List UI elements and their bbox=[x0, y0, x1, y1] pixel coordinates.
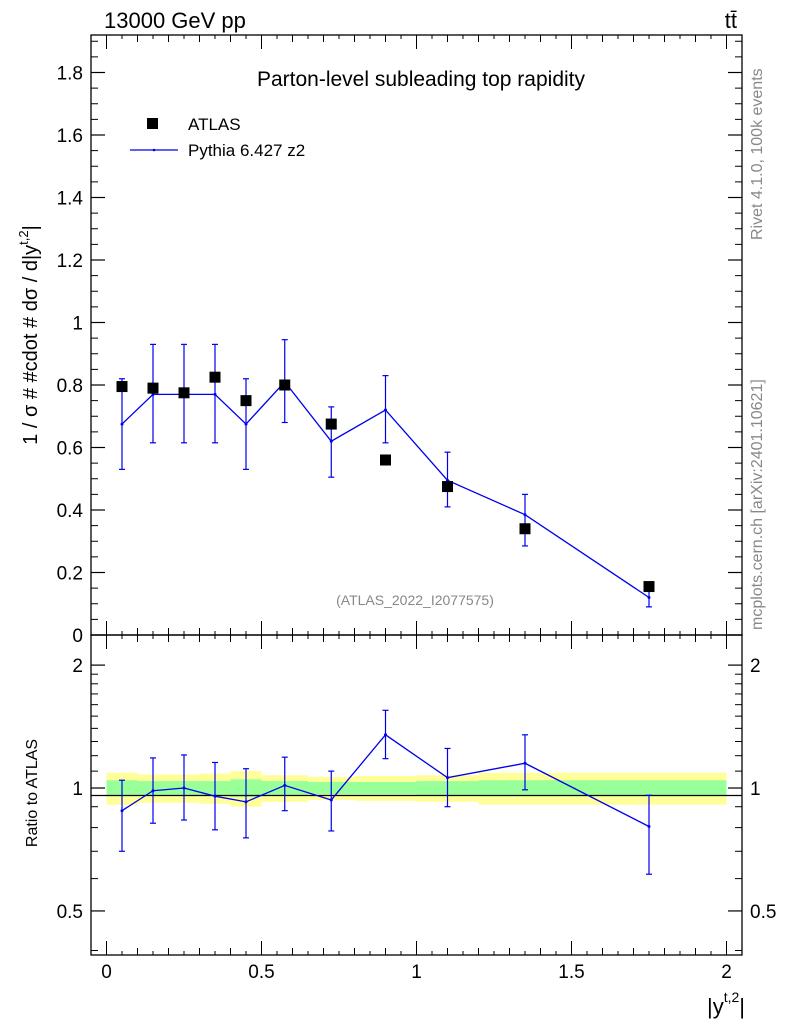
atlas-data-point bbox=[325, 418, 337, 430]
pythia-point bbox=[523, 513, 527, 517]
legend-pythia-label: Pythia 6.427 z2 bbox=[188, 141, 305, 160]
main-y-tick-label: 0.6 bbox=[57, 439, 83, 460]
ratio-y-tick-label-right: 0.5 bbox=[750, 902, 776, 923]
atlas-data-point bbox=[519, 523, 531, 535]
main-y-tick-label: 1 bbox=[72, 314, 83, 335]
legend-pythia-marker bbox=[152, 148, 156, 152]
main-y-tick-label: 1.4 bbox=[57, 189, 84, 210]
atlas-data-point bbox=[442, 481, 453, 493]
legend-atlas-label: ATLAS bbox=[188, 115, 241, 134]
process-label: tt̄ bbox=[725, 8, 737, 33]
x-tick-label: 0.5 bbox=[248, 962, 274, 983]
ratio-frame bbox=[90, 634, 743, 956]
x-tick-label: 0 bbox=[101, 962, 112, 983]
x-axis-label: |yt,2| bbox=[707, 989, 745, 1019]
ratio-pythia-point bbox=[647, 824, 651, 828]
ratio-y-tick-label-right: 2 bbox=[750, 656, 761, 677]
main-y-tick-label: 1.2 bbox=[57, 251, 83, 272]
atlas-data-point bbox=[178, 387, 190, 399]
ratio-band-inner bbox=[571, 780, 727, 797]
x-tick-label: 2 bbox=[721, 962, 732, 983]
ratio-pythia-point bbox=[151, 789, 155, 793]
pythia-point bbox=[120, 422, 124, 426]
atlas-data-point bbox=[116, 381, 128, 393]
ratio-band-inner bbox=[354, 781, 417, 795]
atlas-data-point bbox=[240, 395, 252, 407]
atlas-data-point bbox=[209, 371, 221, 383]
main-y-tick-label: 0.4 bbox=[57, 501, 84, 522]
main-y-tick-label: 0.8 bbox=[57, 376, 83, 397]
ratio-y-tick-label-right: 1 bbox=[750, 779, 761, 800]
atlas-data-point bbox=[279, 379, 291, 391]
ratio-pythia-point bbox=[244, 800, 248, 804]
ratio-pythia-point bbox=[523, 761, 527, 765]
mcplots-label: mcplots.cern.ch [arXiv:2401.10621] bbox=[749, 379, 766, 630]
ratio-pythia-point bbox=[182, 786, 186, 790]
ratio-pythia-point bbox=[446, 776, 449, 780]
main-panel: Parton-level subleading top rapidity 1 /… bbox=[16, 34, 743, 647]
analysis-id-label: (ATLAS_2022_I2077575) bbox=[336, 592, 494, 608]
rivet-version-label: Rivet 4.1.0, 100k events bbox=[749, 68, 766, 240]
ratio-y-axis-label: Ratio to ATLAS bbox=[24, 739, 41, 847]
main-y-tick-label: 1.6 bbox=[57, 126, 83, 147]
pythia-point bbox=[244, 422, 248, 426]
pythia-point bbox=[647, 596, 651, 599]
ratio-y-tick-label: 1 bbox=[72, 779, 83, 800]
main-y-tick-label: 1.8 bbox=[57, 64, 83, 85]
x-tick-label: 1 bbox=[411, 962, 422, 983]
legend-atlas-marker bbox=[147, 118, 158, 129]
atlas-data-point bbox=[147, 382, 159, 394]
chart-title: Parton-level subleading top rapidity bbox=[257, 68, 586, 91]
ratio-pythia-point bbox=[384, 733, 387, 737]
legend: ATLAS Pythia 6.427 z2 bbox=[130, 115, 305, 160]
main-y-axis-label: 1 / σ # #cdot # dσ / d|yt,2| bbox=[16, 225, 42, 445]
pythia-point bbox=[213, 392, 217, 396]
ratio-y-tick-label: 0.5 bbox=[57, 902, 83, 923]
main-y-tick-label: 0 bbox=[72, 626, 83, 647]
pythia-point bbox=[329, 439, 333, 443]
atlas-data-point bbox=[643, 581, 655, 593]
ratio-pythia-point bbox=[283, 783, 287, 787]
pythia-point bbox=[384, 408, 387, 412]
ratio-pythia-point bbox=[213, 794, 217, 798]
main-y-tick-label: 0.2 bbox=[57, 564, 83, 585]
x-tick-label: 1.5 bbox=[558, 962, 584, 983]
ratio-pythia-point bbox=[120, 809, 124, 813]
atlas-data-point bbox=[380, 454, 391, 466]
energy-label: 13000 GeV pp bbox=[104, 8, 246, 33]
ratio-y-tick-label: 2 bbox=[72, 656, 83, 677]
ratio-pythia-point bbox=[329, 798, 333, 802]
ratio-panel: 0.5 0.5 1 1 2 2 0 0.5 1 1.5 2 Ratio to ATLAS |yt,… bbox=[24, 634, 776, 1019]
